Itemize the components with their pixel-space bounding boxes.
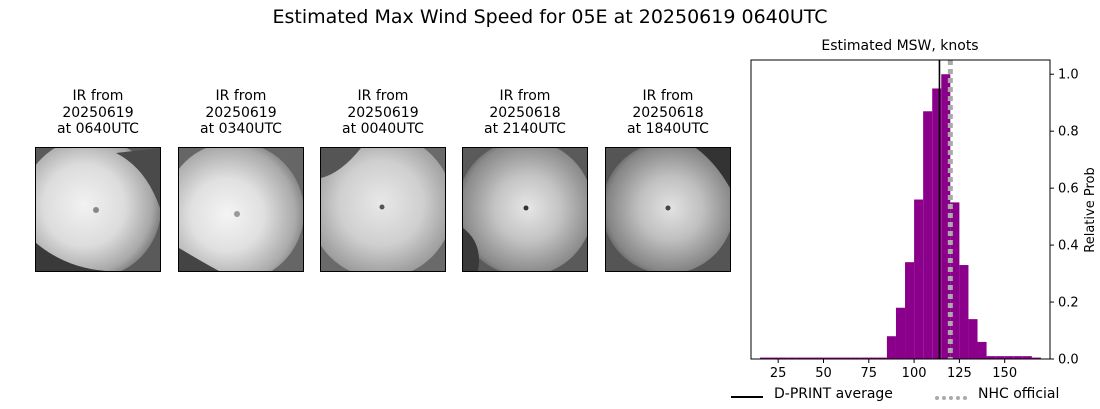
y-tick-label: 0.8 bbox=[1058, 125, 1079, 140]
histogram-bar bbox=[941, 74, 951, 359]
histogram-bar bbox=[787, 357, 797, 359]
histogram-bar bbox=[778, 357, 788, 359]
ir-panel-3: IR from 20250619 at 0040UTC bbox=[320, 88, 446, 272]
figure-title: Estimated Max Wind Speed for 05E at 2025… bbox=[272, 6, 828, 28]
histogram-bar bbox=[968, 319, 978, 359]
histogram-bar bbox=[850, 357, 860, 359]
ir-satellite-image bbox=[320, 147, 446, 272]
histogram-bar bbox=[1004, 356, 1014, 359]
x-tick-label: 125 bbox=[947, 366, 972, 381]
histogram-bar bbox=[796, 357, 806, 359]
histogram-bar bbox=[1031, 357, 1041, 359]
x-tick-label: 25 bbox=[770, 366, 787, 381]
histogram-bar bbox=[805, 357, 815, 359]
histogram-bar bbox=[823, 357, 833, 359]
ir-panel-5: IR from 20250618 at 1840UTC bbox=[605, 88, 731, 272]
histogram-bar bbox=[760, 357, 770, 359]
histogram-bar bbox=[932, 88, 942, 359]
ir-panel-title: IR from 20250619 at 0340UTC bbox=[200, 88, 282, 137]
histogram-bar bbox=[995, 356, 1005, 359]
y-tick-label: 0.0 bbox=[1058, 353, 1079, 368]
histogram-bar bbox=[895, 307, 906, 359]
ir-satellite-image bbox=[178, 147, 304, 272]
legend-label-dprint: D-PRINT average bbox=[774, 386, 893, 402]
ir-panel-2: IR from 20250619 at 0340UTC bbox=[178, 88, 304, 272]
y-axis-label: Relative Prob bbox=[1083, 167, 1098, 252]
histogram-bar bbox=[814, 357, 824, 359]
x-tick-label: 100 bbox=[902, 366, 927, 381]
histogram-bar bbox=[841, 357, 851, 359]
ir-satellite-image bbox=[605, 147, 731, 272]
histogram-bar bbox=[832, 357, 842, 359]
histogram-bar bbox=[959, 265, 969, 359]
legend-swatch-dotted bbox=[935, 396, 967, 400]
y-tick-label: 0.4 bbox=[1058, 239, 1079, 254]
ir-panel-title: IR from 20250618 at 2140UTC bbox=[484, 88, 566, 137]
x-tick-label: 75 bbox=[861, 366, 878, 381]
histogram-bar bbox=[905, 262, 915, 359]
histogram-bar bbox=[886, 336, 896, 359]
ir-panel-4: IR from 20250618 at 2140UTC bbox=[462, 88, 588, 272]
histogram-bar bbox=[1013, 356, 1023, 359]
x-tick-label: 150 bbox=[992, 366, 1017, 381]
histogram-bar bbox=[769, 357, 779, 359]
ir-panel-1: IR from 20250619 at 0640UTC bbox=[35, 88, 161, 272]
histogram-bar bbox=[977, 341, 987, 359]
y-tick-label: 0.2 bbox=[1058, 296, 1079, 311]
histogram-bar bbox=[950, 202, 960, 359]
histogram-bar bbox=[1022, 356, 1032, 359]
histogram-bar bbox=[986, 356, 996, 359]
histogram-bar bbox=[923, 111, 933, 359]
histogram-bar bbox=[868, 357, 878, 359]
ir-panel-title: IR from 20250619 at 0640UTC bbox=[57, 88, 139, 137]
histogram-bar bbox=[914, 199, 924, 359]
x-tick-label: 50 bbox=[815, 366, 832, 381]
legend-swatch-solid bbox=[731, 396, 763, 398]
ir-panel-title: IR from 20250619 at 0040UTC bbox=[342, 88, 424, 137]
ir-panel-title: IR from 20250618 at 1840UTC bbox=[627, 88, 709, 137]
y-tick-label: 0.6 bbox=[1058, 182, 1079, 197]
ir-satellite-image bbox=[462, 147, 588, 272]
ir-satellite-image bbox=[35, 147, 161, 272]
histogram-bar bbox=[877, 357, 887, 359]
histogram-bar bbox=[859, 357, 869, 359]
legend-label-nhc: NHC official bbox=[978, 386, 1060, 402]
y-tick-label: 1.0 bbox=[1058, 68, 1079, 83]
plot-frame bbox=[750, 59, 1051, 360]
chart-title: Estimated MSW, knots bbox=[821, 38, 978, 54]
